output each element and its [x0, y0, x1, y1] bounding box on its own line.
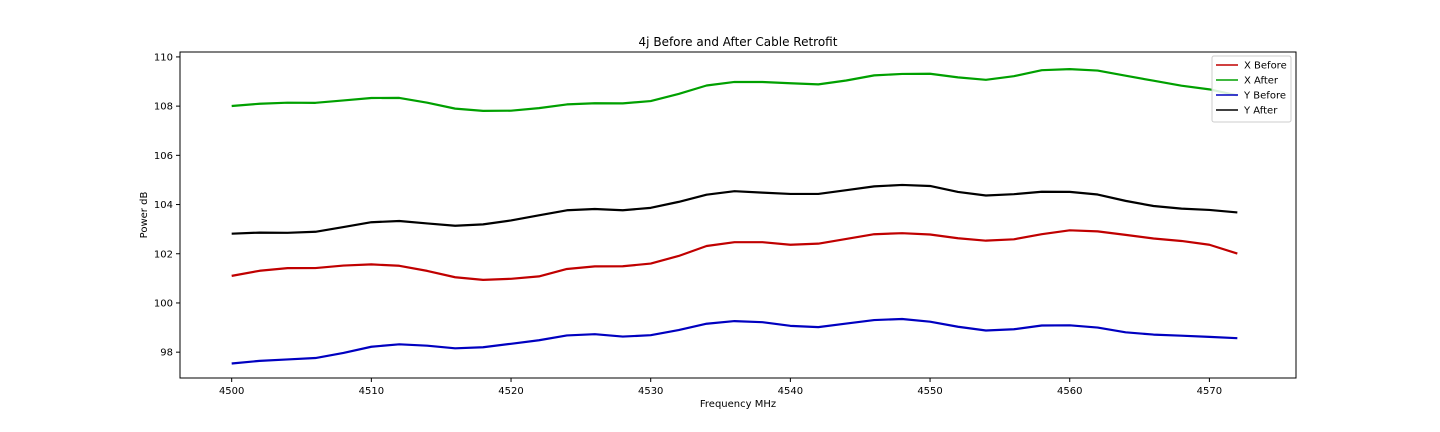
chart-title: 4j Before and After Cable Retrofit: [639, 35, 838, 49]
plot-frame: [179, 51, 1297, 379]
y-axis: 98 100 102 104 106 108 110: [154, 52, 180, 359]
x-axis-label: Frequency MHz: [700, 399, 776, 410]
x-tick-label: 4500: [219, 386, 244, 397]
y-tick-label: 98: [160, 348, 173, 359]
y-tick-label: 104: [154, 200, 173, 211]
legend: X Before X After Y Before Y After: [1211, 55, 1292, 123]
y-tick-label: 110: [154, 52, 173, 63]
y-tick-label: 102: [154, 249, 173, 260]
legend-label: X After: [1244, 76, 1279, 87]
legend-label: Y After: [1243, 106, 1278, 117]
y-tick-label: 100: [154, 298, 173, 309]
x-tick-label: 4520: [498, 386, 523, 397]
series-line-x-after: [231, 68, 1238, 112]
x-tick-label: 4510: [359, 386, 384, 397]
y-tick-label: 106: [154, 151, 173, 162]
y-tick-label: 108: [154, 102, 173, 113]
series-line-x-before: [231, 229, 1238, 281]
legend-box: [1211, 55, 1292, 123]
series-line-y-before: [231, 317, 1238, 365]
y-axis-label: Power dB: [139, 192, 150, 239]
x-axis: 4500 4510 4520 4530 4540 4550 4560 4570: [219, 378, 1222, 397]
x-tick-label: 4550: [917, 386, 942, 397]
x-tick-label: 4560: [1057, 386, 1082, 397]
x-tick-label: 4540: [778, 386, 803, 397]
legend-label: Y Before: [1243, 91, 1286, 102]
x-tick-label: 4530: [638, 386, 663, 397]
legend-label: X Before: [1244, 61, 1287, 72]
x-tick-label: 4570: [1197, 386, 1222, 397]
plot-area: [231, 68, 1238, 365]
series-line-y-after: [231, 183, 1238, 235]
